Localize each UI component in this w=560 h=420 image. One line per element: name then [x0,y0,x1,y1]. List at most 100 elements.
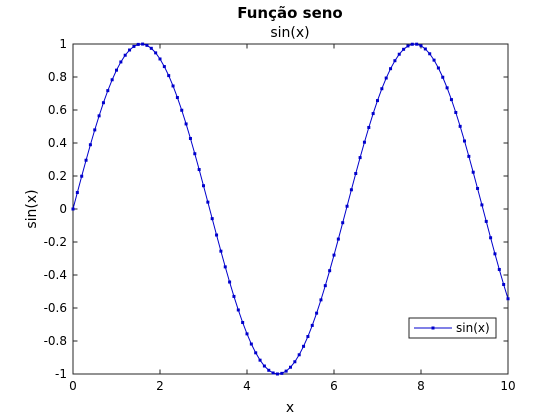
data-point [458,124,462,128]
data-point [275,372,279,376]
data-point [376,99,379,103]
y-tick-label: -0.6 [44,301,67,315]
y-tick-label: 0.4 [48,136,67,150]
data-point [267,368,271,372]
legend: sin(x) [408,317,497,339]
data-point [436,66,440,70]
data-point [193,152,197,156]
data-point [354,172,358,176]
data-point [202,184,205,188]
data-point [476,186,480,190]
data-point [101,101,105,105]
data-point [93,128,97,132]
data-point [345,204,349,208]
data-point [149,46,153,50]
data-point [141,42,145,46]
x-tick-label: 8 [417,379,425,393]
y-tick-label: 0 [59,202,67,216]
data-point [362,140,366,144]
data-point [358,156,362,160]
data-point [262,364,266,368]
data-point [384,76,388,80]
data-point [75,191,79,195]
data-point [188,136,192,140]
data-point [236,308,240,312]
data-point [80,174,84,178]
data-point [206,200,210,204]
x-tick-label: 0 [69,379,77,393]
data-point [258,358,262,362]
y-tick-label: 0.6 [48,103,67,117]
y-tick-label: -0.4 [44,268,67,282]
data-point [171,84,175,88]
x-tick-label: 2 [156,379,164,393]
legend-box [408,317,497,339]
data-point [428,52,432,56]
data-point [180,108,184,112]
data-point [88,143,92,147]
data-point [71,207,75,211]
data-point [167,74,171,78]
data-point [223,265,227,269]
data-point [497,267,501,271]
y-tick-label: 1 [59,37,67,51]
data-point [245,332,249,336]
data-point [349,188,353,192]
data-point [423,47,427,51]
data-point [393,59,397,63]
data-point [502,282,506,286]
data-point [119,60,123,64]
data-point [410,42,414,46]
data-point [315,311,319,315]
data-point [328,269,332,273]
data-point [175,96,179,100]
chart-title: Função seno [237,4,342,22]
data-point [284,369,288,373]
y-tick-label: -1 [55,367,67,381]
data-point [467,154,471,158]
data-point [419,44,423,48]
data-point [184,122,188,126]
data-point [406,44,410,48]
x-tick-label: 10 [500,379,515,393]
data-point [367,125,371,129]
data-point [128,48,132,52]
data-point [302,344,306,348]
data-point [293,360,297,364]
data-point [389,67,393,71]
y-tick-label: 0.8 [48,70,67,84]
data-point [280,371,284,375]
data-point [145,43,149,47]
data-point [493,252,497,256]
y-axis-label: sin(x) [24,189,40,228]
data-point [241,320,245,324]
data-point [397,52,401,56]
x-tick-label: 6 [330,379,338,393]
data-point [371,112,375,116]
data-point [249,342,253,346]
data-point [271,371,275,375]
data-point [154,51,158,55]
data-point [319,298,323,302]
data-point [232,294,236,298]
data-point [84,158,88,162]
data-point [97,114,101,118]
data-point [323,284,327,288]
data-point [441,75,445,79]
data-point [162,65,166,69]
data-point [136,42,140,46]
data-point [484,219,488,223]
legend-marker [431,326,435,330]
series-points-sin [71,42,510,376]
data-point [132,44,136,48]
x-tick-label: 4 [243,379,251,393]
data-point [432,58,436,62]
data-point [297,353,301,357]
data-point [110,78,114,82]
data-point [197,168,201,172]
x-axis: 0 2 4 6 8 10 [69,44,516,393]
data-point [341,221,345,225]
chart-subtitle: sin(x) [270,25,309,41]
data-point [115,68,118,72]
